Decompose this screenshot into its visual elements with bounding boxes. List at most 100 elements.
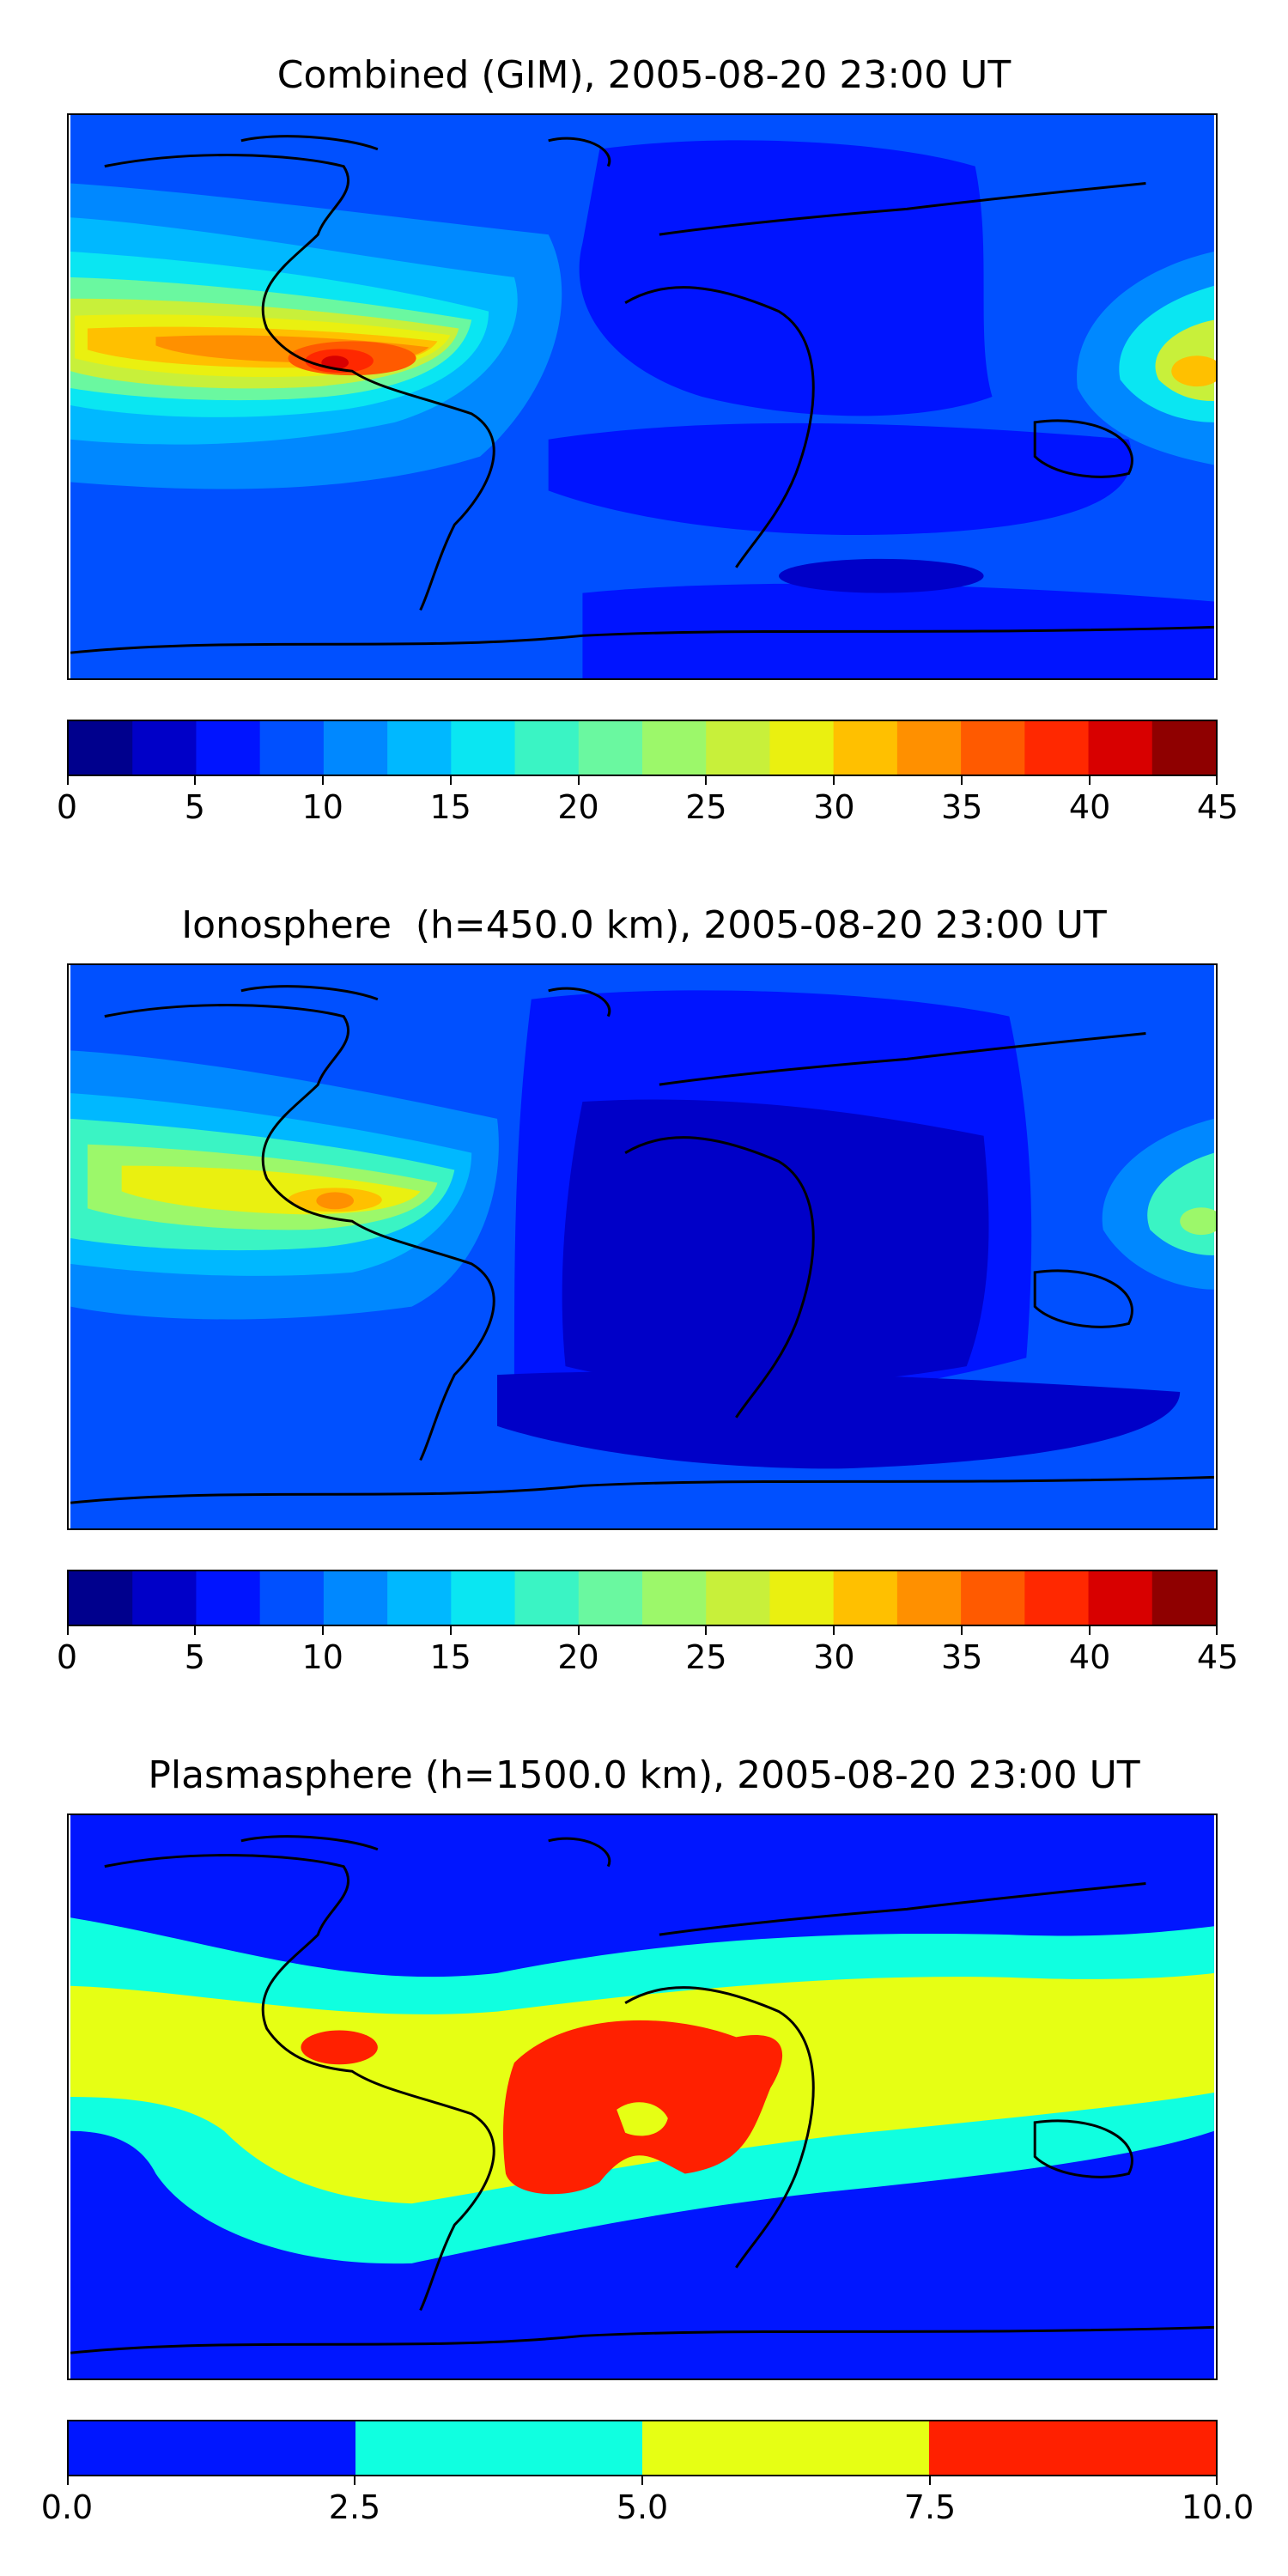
colorbar-segment: [706, 1571, 770, 1625]
colorbar-tick-label: 5: [184, 788, 205, 826]
colorbar-svg-plasmasphere: [69, 2421, 1216, 2475]
colorbar-tick: [449, 776, 452, 785]
colorbar-tick-label: 35: [941, 1638, 983, 1676]
colorbar-tick: [833, 776, 835, 785]
colorbar-plasmasphere: [67, 2420, 1218, 2476]
colorbar-segment: [769, 1571, 835, 1625]
colorbar-segment: [323, 721, 388, 775]
colorbar-tick: [577, 1626, 580, 1635]
colorbar-tick: [577, 776, 580, 785]
colorbar-segment: [896, 721, 962, 775]
colorbar-tick-label: 0: [56, 1638, 78, 1676]
colorbar-tick-label: 25: [685, 788, 727, 826]
colorbar-segment: [706, 721, 770, 775]
colorbar-segment: [1024, 1571, 1090, 1625]
colorbar-tick-label: 45: [1196, 1638, 1239, 1676]
coastlines: [70, 1835, 1214, 2354]
colorbar-tick: [961, 776, 963, 785]
colorbar-segment: [387, 721, 452, 775]
colorbar-segment: [578, 1571, 643, 1625]
colorbar-segment: [451, 1571, 516, 1625]
colorbar-tick-label: 7.5: [903, 2488, 957, 2526]
colorbar-segment: [69, 721, 133, 775]
contour-min-south: [779, 558, 984, 593]
colorbar-segment: [69, 2421, 356, 2475]
map-svg-ionosphere: [70, 965, 1216, 1528]
colorbar-tick: [705, 776, 708, 785]
contour-hole: [617, 2102, 668, 2136]
colorbar-segment: [196, 1571, 261, 1625]
colorbar-segment: [896, 1571, 962, 1625]
colorbar-tick: [641, 2476, 643, 2485]
colorbar-tick-label: 25: [685, 1638, 727, 1676]
colorbar-tick: [705, 1626, 708, 1635]
contour-wp-3: [1180, 1207, 1216, 1236]
colorbar-svg-combined: [69, 721, 1216, 775]
colorbar-segment: [259, 721, 325, 775]
chart-title: Plasmasphere (h=1500.0 km), 2005-08-20 2…: [148, 1753, 1140, 1797]
colorbar-tick: [961, 1626, 963, 1635]
coastlines: [70, 135, 1214, 654]
colorbar-tick: [1089, 776, 1091, 785]
colorbar-segment: [387, 1571, 452, 1625]
colorbar-tick: [833, 1626, 835, 1635]
contour-max: [321, 355, 349, 370]
colorbar-segment: [1151, 721, 1216, 775]
colorbar-ionosphere: [67, 1570, 1218, 1626]
colorbar-tick-label: 0.0: [40, 2488, 94, 2526]
colorbar-tick: [929, 2476, 931, 2485]
colorbar-tick: [1089, 1626, 1091, 1635]
map-svg-combined: [70, 115, 1216, 678]
colorbar-ticks-ionosphere: 0 5 10 15 20 25 30 35 40 45: [57, 1626, 1238, 1678]
colorbar-tick: [193, 776, 196, 785]
colorbar-segment: [451, 721, 516, 775]
colorbar-tick-label: 35: [941, 788, 983, 826]
colorbar-segment: [642, 1571, 707, 1625]
colorbar-segment: [323, 1571, 388, 1625]
colorbar-tick-label: 10: [301, 788, 343, 826]
colorbar-tick: [449, 1626, 452, 1635]
colorbar-tick-label: 40: [1068, 1638, 1111, 1676]
colorbar-svg-ionosphere: [69, 1571, 1216, 1625]
colorbar-segment: [642, 2421, 930, 2475]
colorbar-segment: [769, 721, 835, 775]
contour-max-central-america: [301, 2030, 378, 2065]
map-plot-ionosphere: [67, 963, 1218, 1530]
colorbar-tick-label: 30: [813, 788, 855, 826]
map-plot-plasmasphere: [67, 1814, 1218, 2380]
colorbar-segment: [961, 721, 1025, 775]
colorbar-tick: [67, 776, 69, 785]
colorbar-tick: [193, 1626, 196, 1635]
colorbar-tick-label: 40: [1068, 788, 1111, 826]
colorbar-tick: [321, 1626, 324, 1635]
colorbar-tick-label: 5: [184, 1638, 205, 1676]
colorbar-ticks-plasmasphere: 0.0 2.5 5.0 7.5 10.0: [41, 2476, 1254, 2528]
map-plot-combined: [67, 113, 1218, 680]
colorbar-segment: [833, 1571, 898, 1625]
colorbar-tick-label: 10.0: [1181, 2488, 1255, 2526]
colorbar-tick: [67, 2476, 69, 2485]
colorbar-segment: [642, 721, 707, 775]
colorbar-tick-label: 2.5: [328, 2488, 381, 2526]
colorbar-tick-label: 45: [1196, 788, 1239, 826]
contour-min-south: [497, 1371, 1181, 1469]
chart-title: Ionosphere (h=450.0 km), 2005-08-20 23:0…: [181, 903, 1107, 947]
colorbar-segment: [196, 721, 261, 775]
colorbar-tick: [321, 776, 324, 785]
colorbar-segment: [132, 1571, 197, 1625]
colorbar-tick-label: 0: [56, 788, 78, 826]
colorbar-segment: [514, 1571, 580, 1625]
colorbar-segment: [514, 721, 580, 775]
colorbar-segment: [1151, 1571, 1216, 1625]
coastlines: [70, 985, 1214, 1504]
colorbar-segment: [961, 1571, 1025, 1625]
colorbar-tick: [1216, 776, 1218, 785]
colorbar-tick-label: 20: [557, 788, 599, 826]
colorbar-segment: [355, 2421, 643, 2475]
colorbar-tick-label: 20: [557, 1638, 599, 1676]
colorbar-combined: [67, 720, 1218, 776]
map-svg-plasmasphere: [70, 1815, 1214, 2379]
colorbar-segment: [833, 721, 898, 775]
colorbar-tick-label: 10: [301, 1638, 343, 1676]
colorbar-segment: [1088, 721, 1153, 775]
